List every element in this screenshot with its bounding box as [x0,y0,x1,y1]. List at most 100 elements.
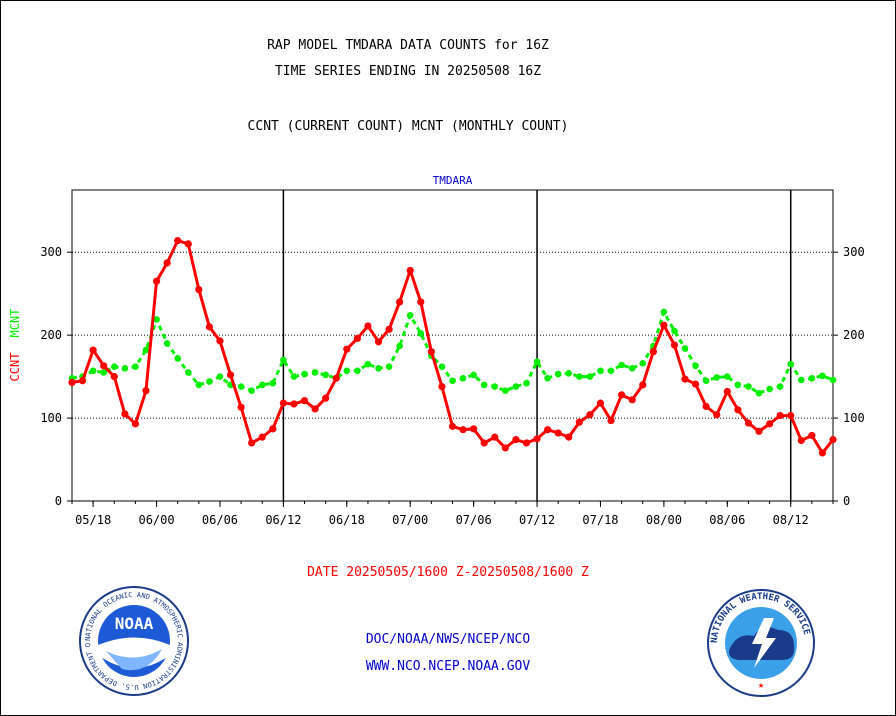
data-point-ccnt [522,439,531,447]
data-point-ccnt [142,387,150,395]
x-tick-label: 07/06 [456,513,492,527]
data-point-mcnt [660,308,668,316]
data-point-ccnt [216,337,224,345]
data-point-mcnt [385,363,393,370]
data-point-mcnt [618,361,625,369]
org-line: DOC/NOAA/NWS/NCEP/NCO [365,632,531,647]
data-point-ccnt [533,435,541,443]
data-point-mcnt [512,383,520,390]
data-point-mcnt [153,316,160,323]
data-point-ccnt [639,381,647,389]
data-point-ccnt [290,400,298,408]
y-axis-label-ccnt: CCNT [8,353,22,382]
data-point-ccnt [744,419,753,427]
data-point-mcnt [787,360,795,368]
data-point-mcnt [755,389,763,397]
nws-logo: NATIONAL WEATHER SERVICE ★ [707,589,815,697]
plot-area-frame [71,189,834,502]
url-line: WWW.NCO.NCEP.NOAA.GOV [365,659,531,674]
data-point-mcnt [734,381,742,389]
data-point-ccnt [723,387,731,396]
data-point-ccnt [89,346,97,354]
data-point-ccnt [660,321,668,329]
data-point-mcnt [290,373,298,380]
data-point-ccnt [163,259,171,267]
chart-subtitle: CCNT (CURRENT COUNT) MCNT (MONTHLY COUNT… [247,119,569,134]
data-point-mcnt [639,360,647,367]
chart-title-line1: RAP MODEL TMDARA DATA COUNTS for 16Z [267,38,549,53]
data-point-mcnt [544,374,551,382]
data-point-mcnt [745,383,752,390]
x-tick-label: 08/00 [646,513,682,527]
data-point-mcnt [808,374,816,382]
data-point-mcnt [713,374,721,381]
noaa-logo: NATIONAL OCEANIC AND ATMOSPHERIC ADMINIS… [78,585,189,696]
data-point-ccnt [417,298,425,306]
data-point-ccnt [396,298,404,306]
x-tick-label: 08/06 [709,513,745,527]
data-point-mcnt [195,381,203,389]
data-point-mcnt [110,363,118,370]
plot-title: TMDARA [433,174,473,187]
data-point-mcnt [280,356,287,364]
data-point-mcnt [132,363,139,370]
y-tick-label-right: 200 [843,328,865,342]
data-point-mcnt [174,355,181,362]
data-point-ccnt [787,411,795,420]
data-point-mcnt [776,383,784,390]
data-point-mcnt [449,377,456,385]
data-point-ccnt [131,420,140,428]
data-point-ccnt [470,425,478,433]
data-point-ccnt [195,285,203,294]
data-point-ccnt [248,439,256,447]
data-point-ccnt [343,345,351,353]
noaa-label: NOAA [115,614,154,633]
data-point-mcnt [829,376,837,384]
data-point-ccnt [385,325,393,333]
data-point-mcnt [724,373,731,380]
data-point-mcnt [301,370,308,378]
data-point-ccnt [755,427,763,435]
data-point-ccnt [205,323,214,331]
data-point-ccnt [438,382,446,391]
data-point-mcnt [258,381,266,389]
y-tick-label-right: 100 [843,411,865,425]
data-point-ccnt [68,378,76,387]
data-point-ccnt [829,436,837,444]
data-point-mcnt [237,383,245,390]
y-axis-label-mcnt: MCNT [8,309,22,338]
data-point-ccnt [691,380,700,388]
y-tick-label-right: 0 [843,494,850,508]
data-point-mcnt [491,383,499,390]
data-point-mcnt [248,387,255,394]
data-point-mcnt [819,372,826,380]
data-point-ccnt [174,236,182,245]
data-point-mcnt [671,327,678,335]
data-point-mcnt [523,379,530,387]
data-point-ccnt [459,426,467,434]
svg-text:★: ★ [758,680,764,691]
data-point-mcnt [459,374,467,382]
y-tick-label-left: 100 [40,411,62,425]
data-point-ccnt [544,426,552,434]
data-point-ccnt [607,416,615,425]
data-point-mcnt [766,385,773,393]
data-point-ccnt [713,411,721,419]
data-point-ccnt [480,439,488,447]
data-point-mcnt [417,330,425,337]
time-series-chart: TMDARA 0 0 100 100 200 200 300 300 05/18 06/00 06/0… [8,174,865,527]
date-range: DATE 20250505/1600 Z-20250508/1600 Z [307,565,589,580]
data-point-ccnt [353,334,361,343]
data-point-mcnt [502,387,509,394]
data-point-ccnt [100,362,108,370]
x-tick-label: 06/06 [202,513,238,527]
data-point-mcnt [163,340,171,347]
data-point-ccnt [491,433,499,441]
series-line-ccnt [71,239,835,455]
data-point-ccnt [332,374,340,382]
x-tick-label: 07/00 [392,513,428,527]
data-point-ccnt [808,431,816,440]
data-point-mcnt [597,367,604,375]
y-tick-label-left: 200 [40,328,62,342]
data-point-ccnt [448,422,457,430]
